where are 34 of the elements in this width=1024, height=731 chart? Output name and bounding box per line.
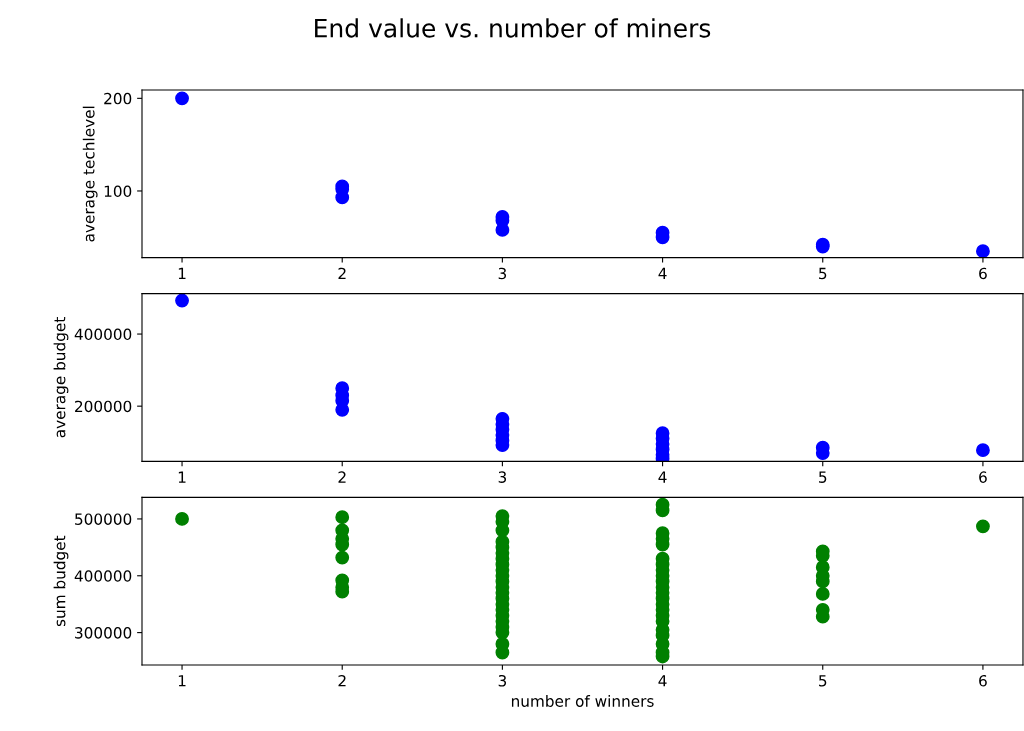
x-tick-label: 2 (338, 267, 346, 279)
x-tick-label: 6 (979, 471, 987, 483)
x-tick-label: 3 (498, 471, 507, 483)
point (175, 91, 189, 106)
x-axis-title: number of winners (511, 695, 654, 707)
x-tick-label: 1 (178, 471, 186, 483)
y-tick-label: 400000 (74, 328, 132, 341)
x-tick-label: 4 (658, 471, 667, 483)
y-tick-label: 400000 (74, 570, 132, 582)
y-tick-label: 200000 (75, 400, 132, 413)
y-axis-title: average techlevel (82, 106, 98, 242)
y-tick-label: 100 (104, 185, 132, 197)
y-tick-label: 300000 (75, 627, 132, 639)
x-tick-label: 2 (338, 471, 346, 483)
chart-title: End value vs. number of miners (315, 18, 711, 38)
point (976, 443, 990, 458)
x-tick-label: 6 (979, 267, 987, 280)
y-axis-title: average budget (53, 317, 69, 438)
point (976, 244, 990, 258)
x-tick-label: 3 (498, 674, 507, 687)
x-tick-label: 3 (498, 267, 507, 280)
x-tick-label: 5 (819, 471, 827, 483)
y-tick-label: 200 (104, 92, 132, 105)
x-tick-label: 4 (658, 675, 667, 687)
x-tick-label: 4 (658, 267, 667, 279)
x-tick-label: 1 (178, 267, 186, 279)
y-axis-title: sum budget (53, 535, 69, 627)
x-tick-label: 6 (979, 674, 987, 687)
x-tick-label: 2 (338, 674, 346, 687)
x-tick-label: 5 (819, 267, 827, 280)
y-tick-label: 500000 (75, 513, 132, 525)
point (175, 293, 189, 308)
x-tick-label: 1 (178, 675, 186, 687)
x-tick-label: 5 (819, 675, 827, 687)
